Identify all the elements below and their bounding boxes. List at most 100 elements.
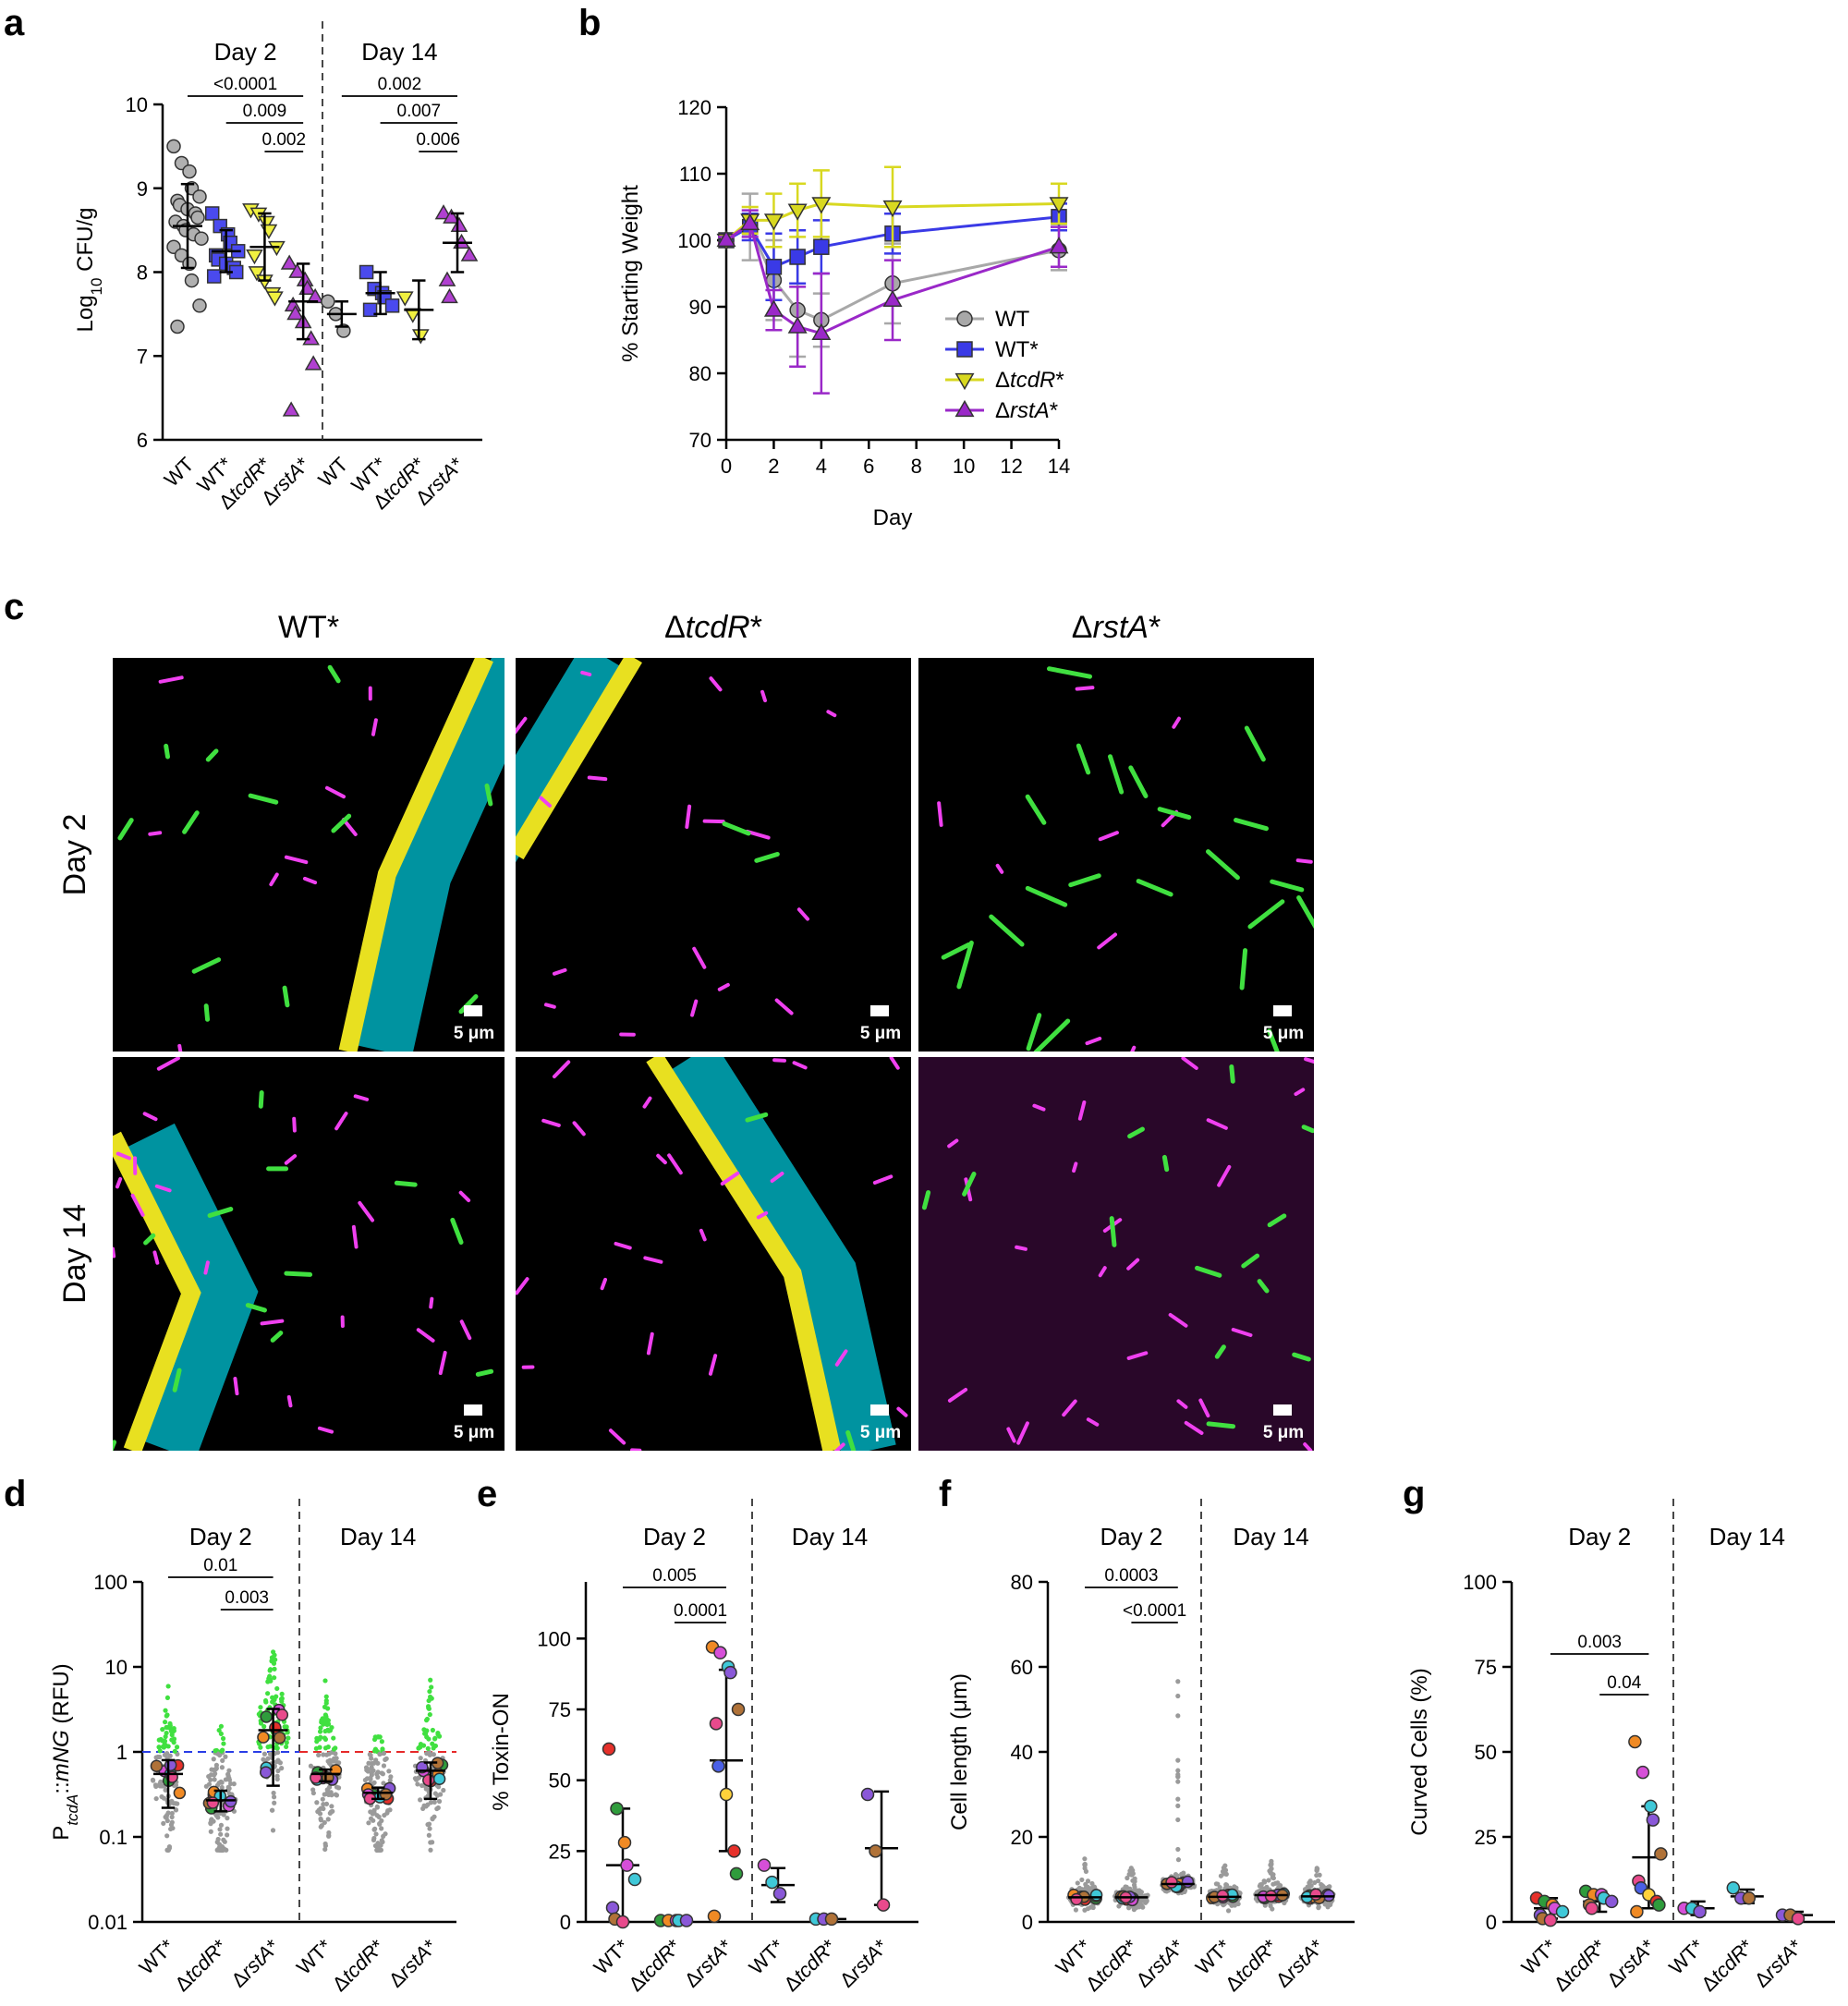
panel-d-cell-point bbox=[323, 1700, 329, 1706]
panel-d-cell-point bbox=[383, 1831, 388, 1837]
panel-d-cell-point bbox=[219, 1784, 225, 1791]
micrograph-scale-label: 5 μm bbox=[1263, 1024, 1304, 1043]
panel-d-cell-point bbox=[425, 1704, 432, 1709]
panel-d-replicate-point bbox=[150, 1759, 164, 1773]
micrograph-magenta-cell bbox=[142, 1112, 158, 1122]
panel-b-legend-marker bbox=[954, 372, 975, 391]
panel-d-cell-point bbox=[216, 1727, 222, 1733]
panel-e-replicate-point bbox=[824, 1912, 839, 1927]
panel-f-cell-point bbox=[1307, 1878, 1313, 1884]
micrograph-magenta-cell bbox=[158, 675, 184, 684]
panel-d-cell-point bbox=[381, 1763, 387, 1769]
micrograph-magenta-cell bbox=[646, 1331, 654, 1356]
micrograph-magenta-cell bbox=[702, 819, 725, 824]
micrograph-magenta-cell bbox=[1086, 1417, 1100, 1427]
panel-d-cell-point bbox=[378, 1842, 383, 1848]
panel-d-cell-point bbox=[370, 1811, 375, 1817]
panel-d-cell-point bbox=[427, 1711, 432, 1718]
panel-g-replicate-point bbox=[1630, 1904, 1644, 1919]
panel-a-data-point bbox=[321, 294, 335, 310]
panel-d-cell-point bbox=[222, 1839, 227, 1844]
panel-b-data-point bbox=[789, 249, 806, 265]
panel-d-cell-point bbox=[429, 1684, 434, 1690]
micrograph-magenta-cell bbox=[833, 1442, 845, 1451]
panel-label-c: c bbox=[4, 587, 24, 627]
micrograph-magenta-cell bbox=[324, 785, 346, 799]
panel-a-ytick-label: 9 bbox=[137, 177, 148, 201]
panel-d-cell-point bbox=[436, 1798, 443, 1805]
panel-d-cell-point bbox=[221, 1741, 226, 1746]
panel-f-cell-point bbox=[1079, 1877, 1085, 1883]
panel-d-group-label: Day 2 bbox=[189, 1523, 252, 1550]
micrograph-layer bbox=[117, 658, 505, 1052]
panel-d-cell-point bbox=[333, 1745, 338, 1751]
panel-d-cell-point bbox=[262, 1697, 269, 1704]
panel-f-cell-point bbox=[1266, 1878, 1271, 1883]
micrograph-green-cell bbox=[941, 942, 971, 960]
panel-g-ytick-label: 75 bbox=[1475, 1656, 1497, 1679]
panel-g-category-label: ΔtcdR* bbox=[1550, 1935, 1611, 1996]
micrograph-green-cell bbox=[1205, 849, 1240, 881]
panel-a-data-point bbox=[246, 249, 263, 265]
micrograph-green-cell bbox=[1244, 725, 1266, 762]
micrograph-magenta-cell bbox=[552, 967, 567, 976]
micrograph-magenta-cell bbox=[656, 1153, 667, 1165]
panel-d-cell-point bbox=[218, 1822, 225, 1828]
panel-f-cell-point bbox=[1089, 1880, 1095, 1887]
panel-label-d: d bbox=[4, 1474, 26, 1514]
panel-d-cell-point bbox=[153, 1795, 159, 1802]
panel-f-replicate-point bbox=[1070, 1892, 1083, 1906]
panel-d-cell-point bbox=[226, 1785, 232, 1792]
panel-d-cell-point bbox=[166, 1844, 173, 1850]
panel-d-ytick-label: 100 bbox=[93, 1571, 128, 1594]
micrograph-magenta-cell bbox=[544, 1003, 556, 1009]
panel-d-cell-point bbox=[324, 1787, 330, 1793]
panel-e-replicate-point bbox=[869, 1844, 882, 1858]
micrograph-green-cell bbox=[845, 1429, 857, 1451]
panel-b-data-point bbox=[811, 322, 832, 340]
micrograph-green-cell bbox=[1267, 1028, 1280, 1052]
panel-d-cell-point bbox=[170, 1729, 176, 1734]
panel-d-cell-point bbox=[225, 1832, 230, 1838]
panel-d-cell-point bbox=[427, 1694, 433, 1700]
panel-d-cell-point bbox=[164, 1812, 170, 1818]
panel-d-cell-point bbox=[428, 1847, 433, 1853]
panel-a-pvalue-label: 0.009 bbox=[243, 102, 287, 121]
panel-d-cell-point bbox=[326, 1830, 332, 1836]
panel-d-cell-point bbox=[217, 1827, 223, 1832]
micrograph-magenta-cell bbox=[516, 716, 528, 735]
micrograph-magenta-cell bbox=[233, 1377, 239, 1396]
micrograph-green-cell bbox=[1109, 1216, 1117, 1247]
panel-a-pvalue-label: 0.006 bbox=[416, 130, 460, 150]
panel-d-cell-point bbox=[375, 1760, 381, 1766]
panel-a-pvalue-label: 0.002 bbox=[378, 75, 422, 94]
micrograph-green-cell bbox=[1301, 1125, 1314, 1134]
panel-d-cell-point bbox=[329, 1804, 334, 1809]
panel-f-cell-point bbox=[1315, 1866, 1320, 1872]
micrograph-magenta-cell bbox=[154, 1184, 172, 1193]
micrograph-magenta-cell bbox=[587, 775, 608, 782]
panel-b-ytick-label: 120 bbox=[677, 96, 711, 119]
micrograph-magenta-cell bbox=[458, 1190, 471, 1203]
micrograph-magenta-cell bbox=[148, 831, 163, 836]
micrograph-yellow-tissue bbox=[646, 1057, 842, 1451]
panel-b-legend-marker bbox=[956, 341, 973, 358]
panel-d-cell-point bbox=[381, 1750, 387, 1757]
panel-d-cell-point bbox=[424, 1734, 430, 1740]
micrograph-magenta-cell bbox=[284, 1154, 298, 1165]
panel-b-data-point bbox=[763, 213, 784, 231]
panel-d-cell-point bbox=[328, 1790, 334, 1795]
panel-g-category-label: WT* bbox=[1664, 1935, 1708, 1979]
panel-d-cell-point bbox=[284, 1740, 289, 1745]
micrograph-scale-label: 5 μm bbox=[1263, 1423, 1304, 1442]
panel-d-cell-point bbox=[272, 1800, 277, 1805]
panel-b-data-point bbox=[1049, 237, 1069, 254]
micrograph-scale-label: 5 μm bbox=[860, 1024, 901, 1043]
panel-g-replicate-point bbox=[1726, 1880, 1741, 1895]
micrograph-magenta-cell bbox=[516, 1277, 529, 1295]
micrograph-green-cell bbox=[182, 810, 200, 834]
panel-e-replicate-point bbox=[679, 1914, 694, 1927]
micrograph-green-cell bbox=[270, 1331, 284, 1343]
micrograph-magenta-cell bbox=[317, 1426, 334, 1434]
panel-f-cell-point bbox=[1085, 1906, 1091, 1912]
